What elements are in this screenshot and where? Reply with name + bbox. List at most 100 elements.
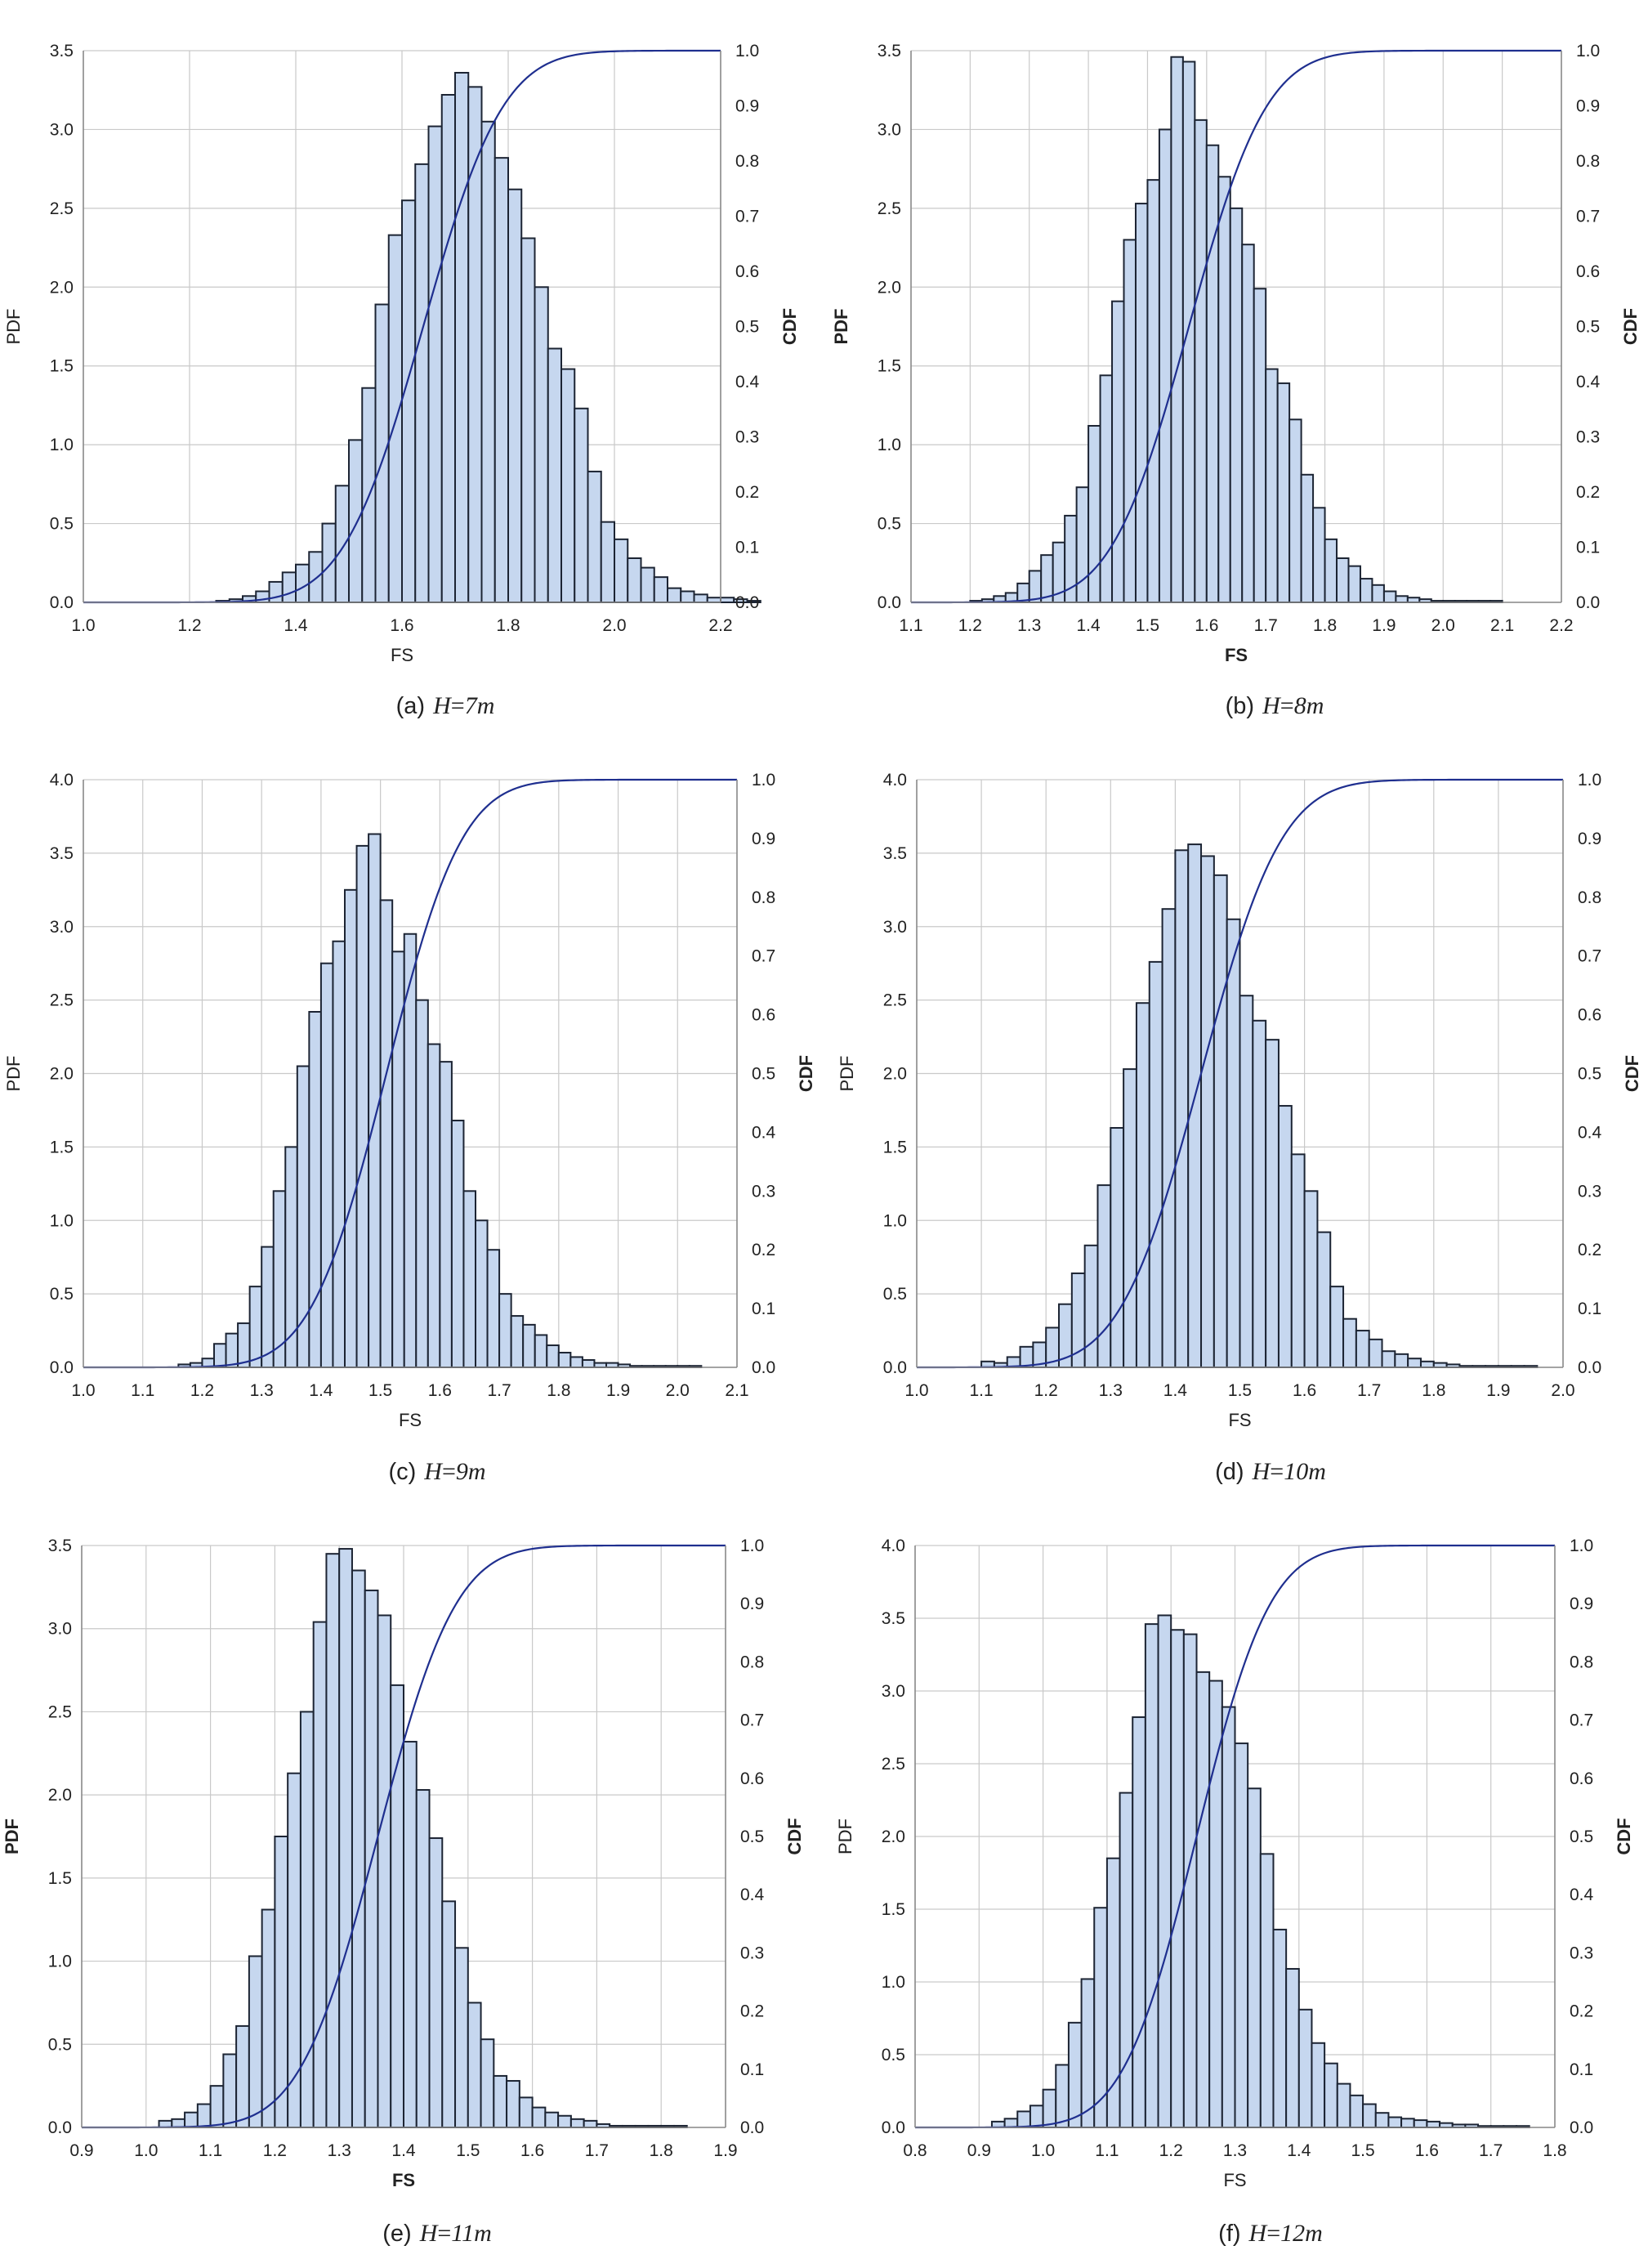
histogram-bar <box>569 2118 585 2129</box>
y-tick-label: 0.5 <box>50 515 74 534</box>
x-tick-label: 1.2 <box>177 616 201 635</box>
caption-variable: H <box>1252 1458 1272 1485</box>
histogram-bar <box>1070 1272 1086 1368</box>
x-axis-label: FS <box>399 1410 422 1430</box>
histogram-bar <box>348 439 364 603</box>
y2-tick-label: 0.9 <box>1576 97 1600 116</box>
y2-tick-label: 0.2 <box>1578 1241 1601 1259</box>
histogram-bar <box>184 2111 199 2128</box>
histogram-bar <box>520 237 536 603</box>
histogram-bar <box>1247 1787 1262 2128</box>
caption-variable: H <box>423 1458 444 1485</box>
chart-panel-e: 0.9 1.0 1.1 1.2 1.3 1.4 1.5 1.6 1.7 1.8 1.90.00.51… <box>2 1537 805 2247</box>
y2-tick-label: 0.7 <box>735 208 759 226</box>
x-axis-label: FS <box>1225 645 1248 665</box>
x-tick-label: 1.8 <box>650 2141 673 2160</box>
x-tick-label: 1.5 <box>1351 2141 1374 2160</box>
histogram-bar <box>344 888 358 1368</box>
y-tick-label: 2.0 <box>883 1065 907 1084</box>
histogram-bar <box>1205 144 1220 603</box>
histogram-bar <box>1381 1350 1396 1369</box>
y2-tick-label: 0.6 <box>752 1006 775 1025</box>
y2-tick-label: 0.8 <box>1576 152 1600 171</box>
cdf-line <box>911 49 1561 604</box>
x-tick-label: 1.4 <box>1163 1381 1188 1400</box>
histogram-bar <box>351 1569 366 2128</box>
x-tick-label: 2.2 <box>1549 616 1573 635</box>
histogram-bar <box>379 899 394 1368</box>
caption-label: (f) <box>1218 2221 1240 2247</box>
y2-tick-label: 1.0 <box>752 771 775 790</box>
y-tick-label: 1.5 <box>50 357 74 376</box>
x-tick-label: 1.6 <box>1195 616 1218 635</box>
caption-label: (d) <box>1215 1459 1244 1485</box>
histogram-bar <box>454 72 470 603</box>
x-tick-label: 1.0 <box>904 1381 928 1400</box>
histogram-bar <box>1119 1792 1134 2129</box>
histogram-bar <box>377 1614 392 2128</box>
y-tick-label: 2.0 <box>50 278 74 297</box>
x-tick-label: 1.6 <box>1293 1381 1316 1400</box>
caption-equals: = <box>1270 1458 1284 1485</box>
x-tick-label: 1.8 <box>1543 2141 1566 2160</box>
y-axis-label-left: PDF <box>3 309 24 345</box>
histogram-bar <box>209 2085 225 2128</box>
y-tick-label: 1.0 <box>50 1211 74 1230</box>
chart-panel-a: 1.0 1.2 1.4 1.6 1.8 2.0 2.20.00.51.01.52.02.53… <box>3 42 800 719</box>
histogram-bar <box>1362 2103 1377 2129</box>
caption-label: (b) <box>1226 693 1254 719</box>
x-tick-label: 1.1 <box>1095 2141 1119 2160</box>
y2-tick-label: 0.3 <box>752 1182 775 1201</box>
y2-tick-label: 0.7 <box>1576 208 1600 226</box>
y2-tick-label: 0.3 <box>740 1944 764 1962</box>
histogram-bar <box>574 407 589 603</box>
y-tick-label: 2.5 <box>48 1702 72 1721</box>
histogram-bar <box>261 1908 276 2128</box>
x-tick-label: 1.9 <box>713 2141 737 2160</box>
histogram-bar <box>325 1553 341 2128</box>
histogram-bar <box>321 522 337 603</box>
histogram-bar <box>1419 1360 1435 1369</box>
histogram-bar <box>1395 595 1409 603</box>
histogram-bar <box>480 120 496 604</box>
y-tick-label: 0.0 <box>882 2118 905 2137</box>
x-tick-label: 1.2 <box>190 1381 214 1400</box>
histogram-bar <box>1194 119 1208 604</box>
histogram-bar <box>534 286 549 603</box>
histogram-bar <box>1208 1680 1223 2129</box>
histogram-bar <box>1083 1244 1099 1368</box>
histogram-bar <box>1110 1127 1125 1368</box>
histogram-bar <box>693 593 708 603</box>
y-tick-label: 3.5 <box>50 42 74 60</box>
histogram-bar <box>225 1332 239 1368</box>
y-tick-label: 1.5 <box>48 1869 72 1888</box>
panel-caption: (c) H=9m <box>388 1458 485 1485</box>
histogram-bar <box>546 1344 560 1368</box>
histogram-bar <box>308 1011 322 1368</box>
histogram-bar <box>248 1955 263 2128</box>
histogram-bar <box>1359 578 1373 603</box>
x-tick-label: 2.1 <box>725 1381 748 1400</box>
x-tick-label: 1.2 <box>263 2141 287 2160</box>
panel-caption: (d) H=10m <box>1215 1458 1326 1485</box>
y-tick-label: 1.0 <box>48 1953 72 1971</box>
histogram-bar <box>1400 2118 1415 2129</box>
y2-tick-label: 0.9 <box>735 97 759 116</box>
y2-tick-label: 1.0 <box>740 1537 764 1555</box>
histogram-bar <box>332 940 346 1368</box>
histogram-bar <box>401 199 417 603</box>
caption-equals: = <box>1266 2220 1280 2247</box>
histogram-bar <box>1217 176 1231 604</box>
histogram-bar <box>454 1947 469 2128</box>
chart-panel-c: 1.0 1.1 1.2 1.3 1.4 1.5 1.6 1.7 1.8 1.9 2.0 2.10.00… <box>3 771 816 1485</box>
x-tick-label: 1.5 <box>1136 616 1159 635</box>
y2-tick-label: 0.1 <box>1570 2060 1593 2079</box>
x-tick-label: 0.9 <box>967 2141 991 2160</box>
y-axis-label-left: PDF <box>2 1818 22 1854</box>
histogram-bar <box>1161 908 1177 1369</box>
caption-variable: H <box>1248 2220 1269 2247</box>
x-tick-label: 1.6 <box>520 2141 544 2160</box>
y2-tick-label: 0.1 <box>752 1300 775 1318</box>
caption-value: 10m <box>1284 1458 1326 1485</box>
y-tick-label: 4.0 <box>883 771 907 790</box>
